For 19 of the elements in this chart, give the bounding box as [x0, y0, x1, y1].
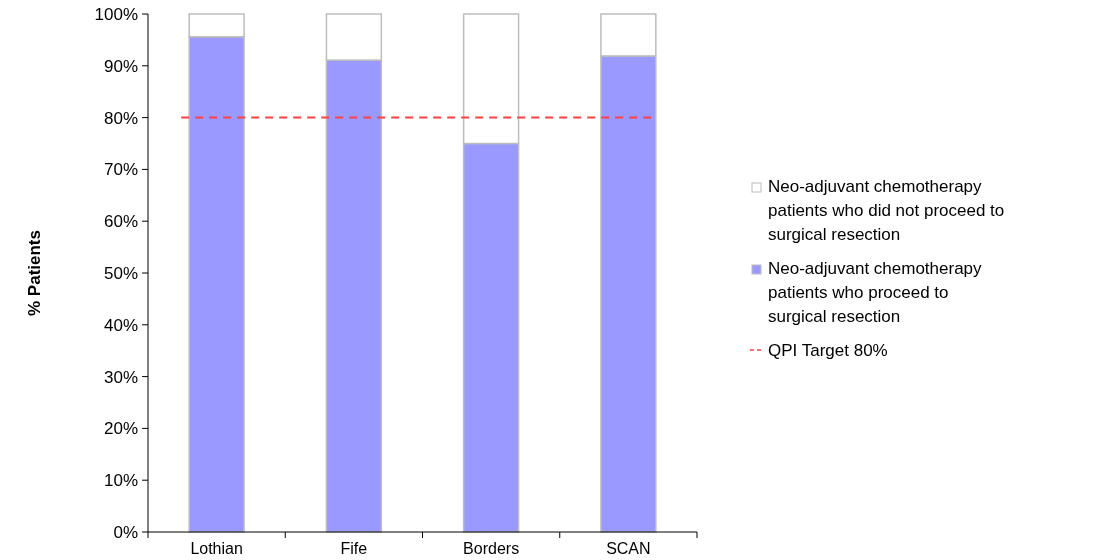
- y-axis-title: % Patients: [25, 230, 44, 316]
- y-tick-label: 100%: [94, 4, 138, 24]
- x-tick-label: Borders: [463, 540, 520, 557]
- y-tick-label: 0%: [113, 522, 138, 542]
- x-tick-label: Fife: [340, 540, 368, 557]
- legend-label: Neo-adjuvant chemotherapy patients who proceed to surgical resection: [768, 259, 983, 326]
- y-tick-label: 60%: [103, 212, 138, 232]
- y-tick-label: 70%: [103, 160, 138, 180]
- y-tick-label: 20%: [103, 419, 138, 439]
- y-tick-label: 50%: [103, 263, 138, 283]
- legend-label: Neo-adjuvant chemotherapy patients who did not proceed to surgical resection: [768, 177, 1005, 244]
- y-tick-label: 30%: [103, 367, 138, 387]
- x-tick-label: Lothian: [190, 540, 243, 557]
- y-tick-label: 90%: [103, 56, 138, 76]
- legend-label: QPI Target 80%: [768, 341, 888, 360]
- y-tick-label: 40%: [103, 315, 138, 335]
- y-tick-label: 10%: [103, 471, 138, 491]
- x-tick-label: SCAN: [606, 540, 651, 557]
- y-tick-label: 80%: [103, 108, 138, 128]
